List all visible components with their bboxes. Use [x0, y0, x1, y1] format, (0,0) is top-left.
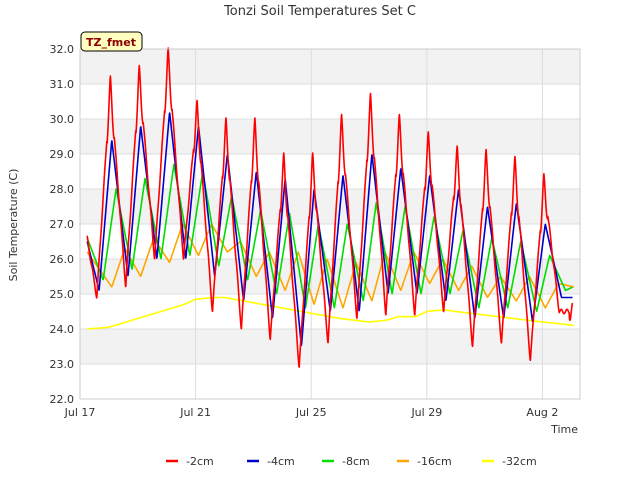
- y-axis-label: Soil Temperature (C): [7, 169, 20, 282]
- site-badge: TZ_fmet: [80, 31, 143, 52]
- y-tick-label: 24.0: [50, 323, 75, 336]
- legend-label: -32cm: [502, 455, 537, 468]
- x-axis-ticks: Jul 17 Jul 21 Jul 25 Jul 29 Aug 2: [64, 406, 559, 419]
- legend-label: -8cm: [342, 455, 370, 468]
- chart-title: Tonzi Soil Temperatures Set C: [223, 4, 416, 19]
- y-tick-label: 27.0: [50, 218, 75, 231]
- y-tick-label: 29.0: [50, 148, 75, 161]
- y-tick-label: 25.0: [50, 288, 75, 301]
- series-line-minus-32cm: [86, 296, 575, 330]
- site-badge-text: TZ_fmet: [86, 36, 136, 49]
- x-tick-label: Aug 2: [526, 406, 558, 419]
- y-tick-label: 30.0: [50, 113, 75, 126]
- legend-item: -8cm: [322, 455, 370, 468]
- x-tick-label: Jul 25: [295, 406, 327, 419]
- legend: -2cm -4cm -8cm -16cm -32cm: [166, 455, 537, 468]
- legend-item: -2cm: [166, 455, 214, 468]
- legend-item: -16cm: [397, 455, 452, 468]
- series-line-minus-16cm: [86, 223, 575, 309]
- plot-band: [80, 189, 580, 224]
- legend-item: -4cm: [247, 455, 295, 468]
- legend-label: -2cm: [186, 455, 214, 468]
- y-tick-label: 32.0: [50, 43, 75, 56]
- plot-band: [80, 119, 580, 154]
- legend-item: -32cm: [482, 455, 537, 468]
- legend-label: -16cm: [417, 455, 452, 468]
- y-axis-ticks: 22.0 23.0 24.0 25.0 26.0 27.0 28.0 29.0 30.0 31.0…: [50, 43, 75, 406]
- x-tick-label: Jul 21: [179, 406, 211, 419]
- y-tick-label: 28.0: [50, 183, 75, 196]
- plot-frame: [79, 48, 581, 400]
- x-tick-label: Jul 17: [64, 406, 96, 419]
- x-axis-label: Time: [550, 423, 578, 436]
- y-tick-label: 22.0: [50, 393, 75, 406]
- plot-band: [80, 329, 580, 364]
- legend-label: -4cm: [267, 455, 295, 468]
- y-tick-label: 23.0: [50, 358, 75, 371]
- x-tick-label: Jul 29: [410, 406, 442, 419]
- plot-band: [80, 49, 580, 84]
- y-tick-label: 31.0: [50, 78, 75, 91]
- site-badge-box: [80, 31, 143, 52]
- y-tick-label: 26.0: [50, 253, 75, 266]
